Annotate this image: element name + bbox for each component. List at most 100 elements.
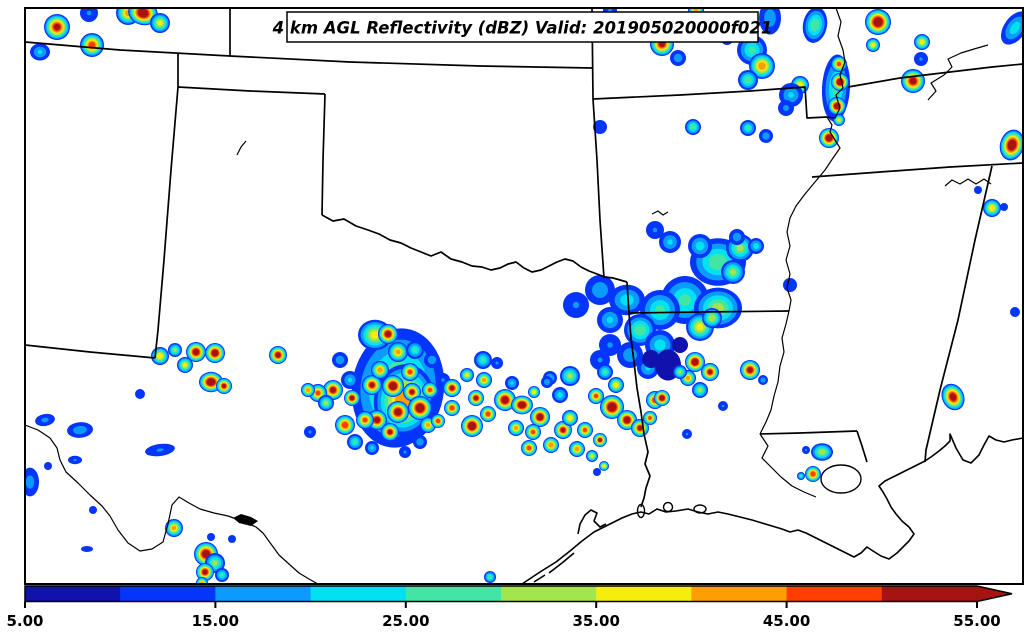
radar-contour (487, 574, 493, 580)
radar-cell (999, 129, 1022, 161)
radar-cell (165, 519, 183, 537)
radar-cell (196, 577, 208, 583)
state-border (759, 430, 858, 435)
radar-contour (305, 387, 311, 393)
radar-cell (640, 290, 680, 330)
coastline (533, 574, 546, 583)
radar-contour (465, 373, 469, 377)
radar-cell (599, 461, 609, 471)
radar-contour (634, 324, 646, 336)
radar-cell (831, 73, 849, 91)
radar-contour (373, 416, 381, 424)
radar-cell (593, 120, 607, 134)
radar-cell (597, 307, 623, 333)
lake-outline (662, 501, 674, 513)
radar-contour (818, 449, 826, 455)
radar-cell (151, 347, 169, 365)
radar-contour (409, 389, 415, 395)
radar-contour (369, 382, 375, 388)
state-border (321, 93, 326, 216)
radar-cell (914, 34, 930, 50)
radar-contour (407, 369, 413, 375)
colorbar-tick-label: 15.00 (192, 612, 239, 630)
colorbar-segment (691, 586, 788, 602)
colorbar-segment (405, 586, 502, 602)
radar-contour (678, 370, 682, 374)
radar-cell (269, 346, 287, 364)
radar-cell (740, 120, 756, 136)
radar-cell (335, 415, 355, 435)
state-border (626, 281, 651, 508)
radar-cell (44, 14, 70, 40)
radar-contour (347, 377, 353, 383)
radar-contour (919, 57, 923, 61)
radar-contour (597, 357, 603, 363)
radar-contour (449, 405, 455, 411)
radar-cell (408, 396, 432, 420)
radar-contour (389, 382, 397, 390)
radar-cell (388, 342, 408, 362)
radar-cell (468, 390, 484, 406)
radar-cell (89, 506, 97, 514)
radar-cell (729, 229, 745, 245)
colorbar-segment (310, 586, 407, 602)
radar-contour (353, 440, 357, 444)
radar-cell (525, 424, 541, 440)
state-border (321, 214, 628, 283)
radar-cell (643, 411, 657, 425)
colorbar-tick-label: 25.00 (382, 612, 429, 630)
radar-cell (597, 364, 613, 380)
radar-contour (370, 446, 374, 450)
radar-contour (659, 395, 665, 401)
state-border (24, 41, 593, 69)
radar-cell (702, 308, 722, 328)
radar-contour (764, 9, 776, 27)
radar-cell (670, 50, 686, 66)
radar-contour (377, 367, 383, 373)
radar-contour (468, 422, 476, 430)
radar-contour (41, 417, 49, 423)
radar-cell (511, 395, 533, 415)
radar-contour (603, 370, 607, 374)
radar-contour (1007, 139, 1017, 151)
radar-contour (395, 349, 401, 355)
radar-contour (426, 423, 430, 427)
river (24, 424, 319, 585)
state-border (24, 344, 156, 359)
radar-contour (501, 396, 509, 404)
radar-cell (521, 440, 537, 456)
radar-cell (778, 100, 794, 116)
radar-cell (26, 467, 39, 497)
radar-contour (593, 120, 607, 134)
colorbar: 5.00 15.00 25.00 35.00 45.00 55.00 (6, 585, 1013, 630)
radar-cell (802, 446, 810, 454)
radar-contour (707, 369, 713, 375)
radar-cell (424, 352, 440, 368)
radar-contour (698, 388, 702, 392)
radar-cell (494, 389, 516, 411)
radar-contour (974, 186, 982, 194)
radar-contour (557, 392, 563, 398)
colorbar-tick-label: 5.00 (6, 612, 43, 630)
radar-contour (495, 361, 499, 365)
radar-contour (330, 387, 336, 393)
radar-cell (554, 421, 572, 439)
radar-cell (673, 365, 687, 379)
radar-cell (552, 387, 568, 403)
radar-contour (73, 458, 77, 462)
radar-contour (909, 77, 917, 85)
radar-contour (623, 416, 631, 424)
radar-contour (80, 9, 98, 22)
radar-contour (744, 76, 752, 84)
radar-contour (387, 429, 393, 435)
radar-cell (642, 350, 660, 368)
radar-cell (318, 395, 334, 411)
radar-cell (403, 383, 421, 401)
radar-contour (275, 352, 281, 358)
radar-cell (356, 411, 374, 429)
radar-cell (914, 52, 928, 66)
radar-cell (560, 366, 580, 386)
radar-contour (37, 49, 43, 55)
radar-contour (590, 454, 594, 458)
